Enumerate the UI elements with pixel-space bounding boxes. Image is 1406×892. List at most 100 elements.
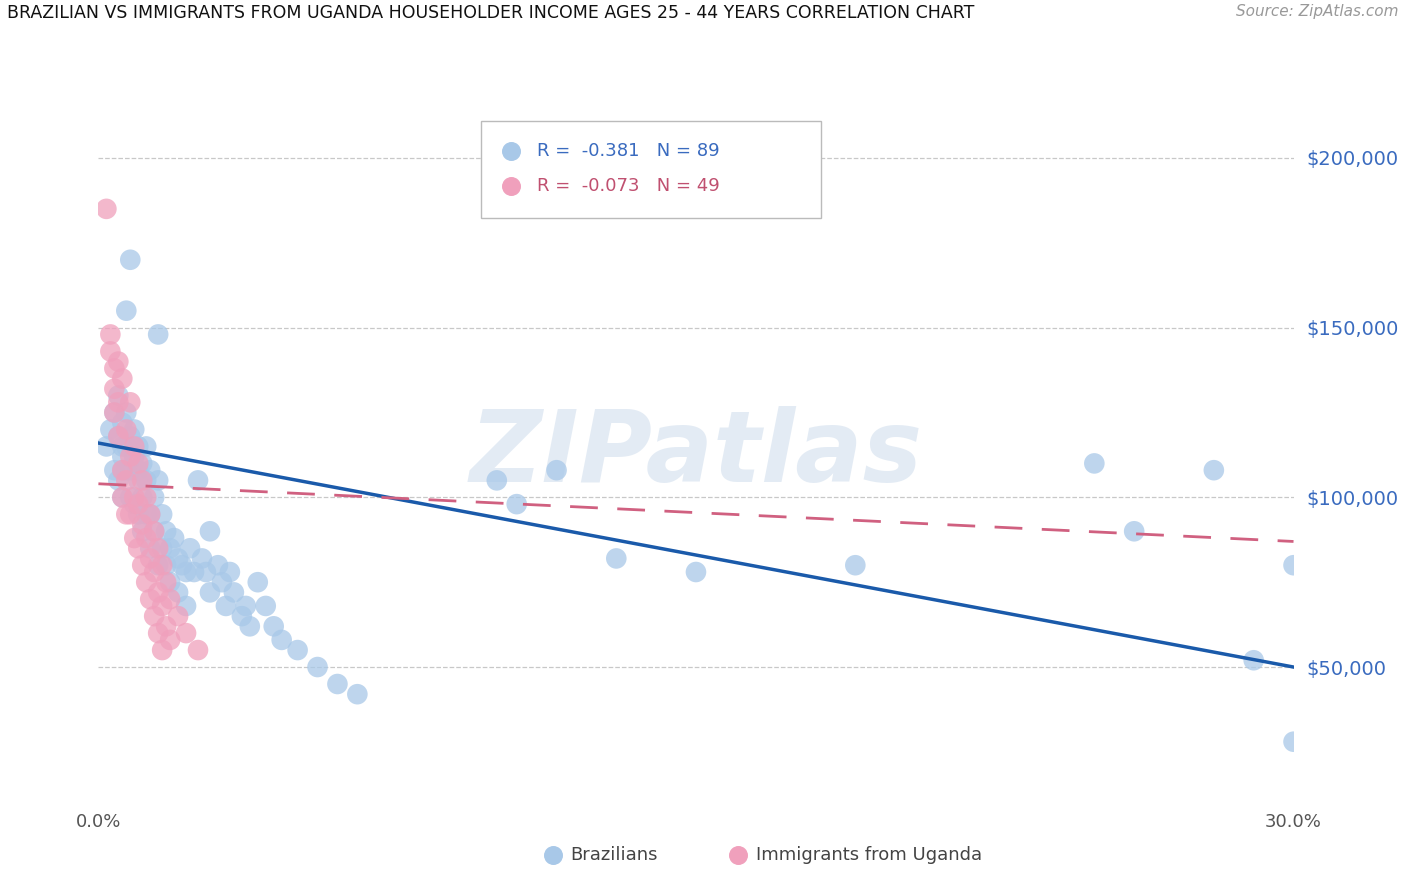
Text: ZIPatlas: ZIPatlas — [470, 407, 922, 503]
Text: Brazilians: Brazilians — [571, 846, 658, 864]
Point — [246, 575, 269, 590]
Point — [103, 405, 125, 419]
Point — [198, 524, 221, 539]
Point — [143, 524, 166, 539]
Text: R =  -0.073   N = 49: R = -0.073 N = 49 — [537, 177, 720, 194]
Point — [103, 361, 125, 376]
Text: BRAZILIAN VS IMMIGRANTS FROM UGANDA HOUSEHOLDER INCOME AGES 25 - 44 YEARS CORREL: BRAZILIAN VS IMMIGRANTS FROM UGANDA HOUS… — [7, 4, 974, 22]
Point — [163, 531, 186, 545]
Point — [1282, 735, 1305, 749]
Point — [1123, 524, 1146, 539]
Point — [148, 474, 170, 488]
Point — [107, 429, 129, 443]
Point — [120, 395, 142, 409]
Point — [346, 687, 368, 701]
Point — [219, 565, 242, 579]
Point — [1282, 558, 1305, 573]
Point — [135, 531, 157, 545]
Point — [111, 450, 134, 464]
Point — [183, 565, 205, 579]
Point — [148, 541, 170, 556]
Point — [111, 463, 134, 477]
Point — [150, 643, 173, 657]
Point — [159, 592, 181, 607]
Point — [135, 491, 157, 505]
Point — [103, 463, 125, 477]
Point — [131, 474, 153, 488]
Point — [139, 592, 162, 607]
Text: Source: ZipAtlas.com: Source: ZipAtlas.com — [1236, 4, 1399, 20]
Point — [187, 474, 209, 488]
Point — [103, 382, 125, 396]
Text: Immigrants from Uganda: Immigrants from Uganda — [756, 846, 981, 864]
Point — [143, 609, 166, 624]
Point — [120, 463, 142, 477]
Point — [150, 541, 173, 556]
Point — [111, 371, 134, 385]
Point — [211, 575, 233, 590]
Point — [1243, 653, 1265, 667]
Point — [198, 585, 221, 599]
Point — [159, 575, 181, 590]
Point — [107, 388, 129, 402]
Point — [485, 474, 508, 488]
Point — [131, 491, 153, 505]
Point — [167, 609, 190, 624]
Point — [124, 497, 146, 511]
Point — [215, 599, 238, 613]
Point — [287, 643, 309, 657]
Point — [139, 551, 162, 566]
Point — [143, 565, 166, 579]
Point — [307, 660, 329, 674]
Point — [120, 508, 142, 522]
Point — [1202, 463, 1225, 477]
Point — [191, 551, 214, 566]
Point — [155, 619, 177, 633]
Point — [120, 252, 142, 267]
Point — [124, 531, 146, 545]
Point — [111, 491, 134, 505]
Point — [685, 565, 707, 579]
Point — [159, 632, 181, 647]
Point — [120, 429, 142, 443]
Point — [120, 491, 142, 505]
Point — [115, 508, 138, 522]
Point — [546, 463, 568, 477]
Point — [124, 450, 146, 464]
Point — [107, 429, 129, 443]
Point — [174, 599, 197, 613]
Point — [135, 575, 157, 590]
Point — [124, 439, 146, 453]
Point — [254, 599, 277, 613]
Point — [844, 558, 866, 573]
Point — [120, 450, 142, 464]
Point — [155, 558, 177, 573]
Point — [506, 497, 529, 511]
Point — [127, 541, 149, 556]
Point — [187, 643, 209, 657]
Point — [270, 632, 292, 647]
Point — [167, 551, 190, 566]
Point — [131, 558, 153, 573]
Point — [131, 517, 153, 532]
Point — [139, 508, 162, 522]
Point — [115, 422, 138, 436]
Point — [127, 497, 149, 511]
Point — [115, 303, 138, 318]
Point — [605, 551, 627, 566]
Point — [143, 491, 166, 505]
Point — [155, 575, 177, 590]
Text: R =  -0.381   N = 89: R = -0.381 N = 89 — [537, 142, 720, 160]
Point — [179, 541, 201, 556]
Point — [107, 354, 129, 368]
Point — [115, 463, 138, 477]
Point — [100, 327, 122, 342]
Point — [235, 599, 257, 613]
Point — [167, 585, 190, 599]
Point — [127, 457, 149, 471]
Point — [96, 439, 118, 453]
Point — [107, 474, 129, 488]
Point — [148, 626, 170, 640]
Point — [135, 439, 157, 453]
Point — [124, 491, 146, 505]
